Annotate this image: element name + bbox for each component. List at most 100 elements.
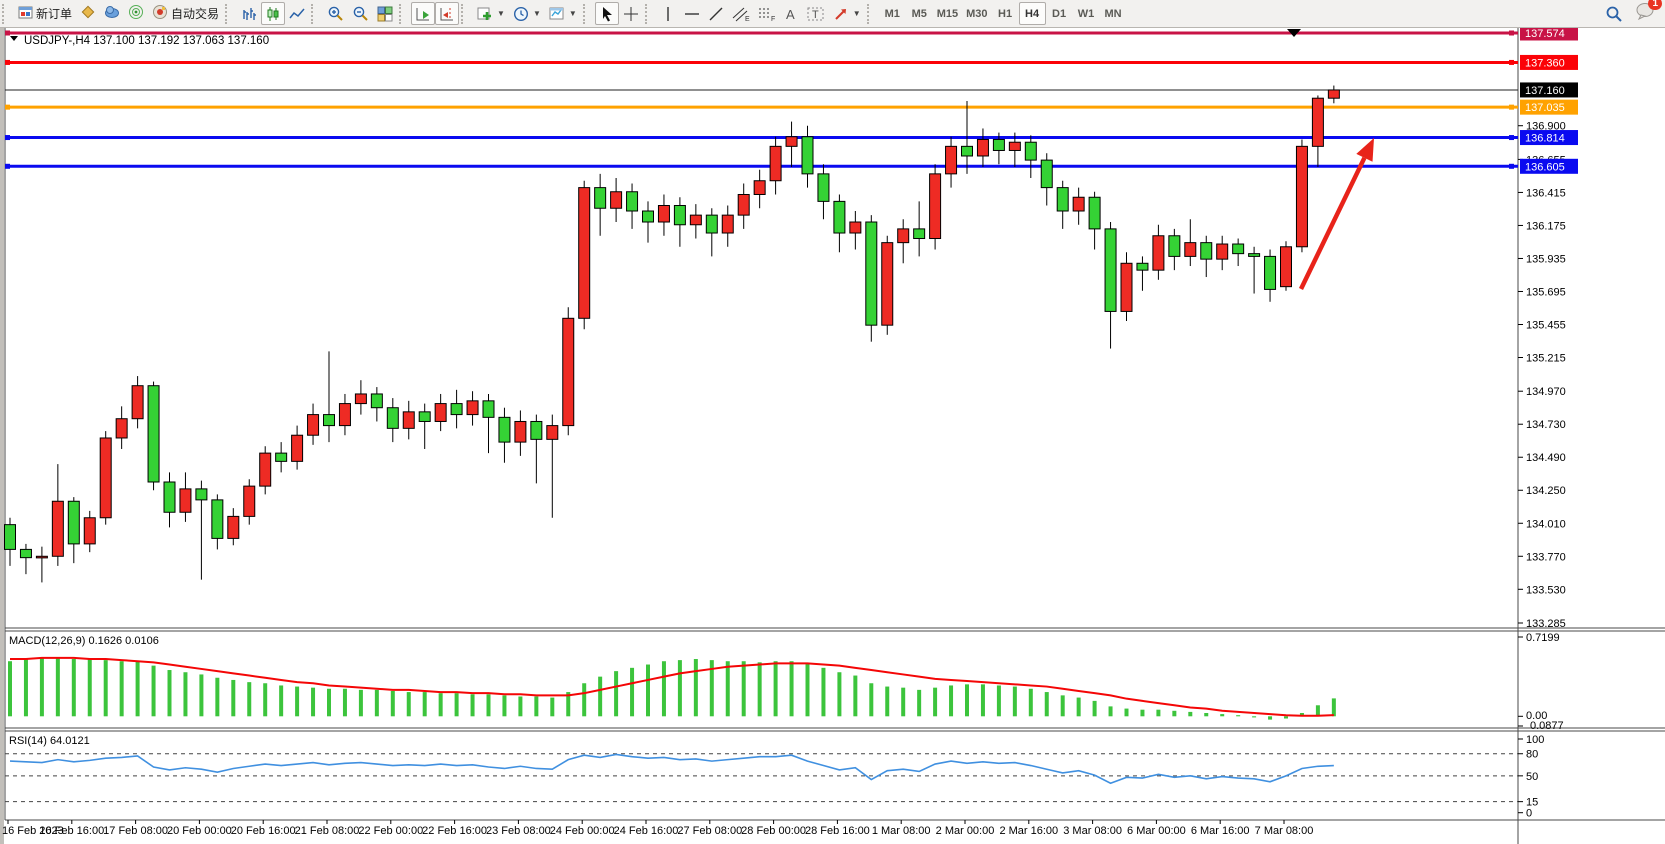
candlestick-chart-button[interactable] [261,2,286,25]
svg-text:100: 100 [1526,734,1544,746]
price-badges: 137.574 137.360 137.160 137.035 136.814 136.6… [1520,25,1578,174]
trendline-button[interactable] [704,2,728,25]
text-button[interactable]: A [780,2,803,25]
bar-chart-button[interactable] [237,2,261,25]
svg-text:24 Feb 16:00: 24 Feb 16:00 [614,825,679,837]
toolbar-grip[interactable] [399,3,407,24]
svg-text:22 Feb 16:00: 22 Feb 16:00 [422,825,487,837]
timeframe-d1-button[interactable]: D1 [1046,2,1073,25]
line-handle [5,163,10,169]
timeframe-mn-button[interactable]: MN [1100,2,1127,25]
dropdown-caret: ▼ [852,9,861,18]
svg-text:135.935: 135.935 [1526,253,1566,265]
svg-text:22 Feb 00:00: 22 Feb 00:00 [358,825,423,837]
zoom-in-button[interactable] [323,2,348,25]
svg-text:133.285: 133.285 [1526,618,1566,630]
svg-text:0.7199: 0.7199 [1526,632,1560,644]
notifications-button[interactable]: 1 [1635,0,1662,25]
templates-button[interactable]: ▼ [545,2,581,25]
periods-button[interactable]: ▼ [509,2,545,25]
down-triangle-marker[interactable] [1287,29,1301,37]
market-watch-button[interactable] [76,2,100,25]
svg-text:133.770: 133.770 [1526,551,1566,563]
indicators-button[interactable]: ▼ [473,2,509,25]
line-handle [1509,30,1514,36]
line-handle [1509,59,1514,65]
arrows-button[interactable]: ▼ [829,2,865,25]
toolbar-grip[interactable] [582,3,591,24]
crosshair-icon [623,6,638,21]
svg-text:135.695: 135.695 [1526,286,1566,298]
trade-group: 新订单 自动交易 [14,0,223,28]
navigator-button[interactable] [124,2,148,25]
timeframe-m5-button[interactable]: M5 [906,2,933,25]
timeframe-m30-button[interactable]: M30 [962,2,991,25]
line-handle [5,30,10,36]
equidistant-channel-button[interactable]: E [728,2,754,25]
scroll-group [411,0,460,28]
cursor-button[interactable] [594,2,619,25]
symbol-header: USDJPY-,H4 137.100 137.192 137.063 137.1… [10,35,269,47]
svg-text:21 Feb 08:00: 21 Feb 08:00 [295,825,360,837]
svg-text:137.035: 137.035 [1525,102,1565,114]
toolbar-grip[interactable] [2,3,10,24]
tile-windows-button[interactable] [373,2,397,25]
text-label-button[interactable]: T [803,2,829,25]
timeframe-m1-button[interactable]: M1 [879,2,906,25]
auto-scroll-button[interactable] [411,2,436,25]
toolbar-grip[interactable] [311,3,319,24]
templates-icon [549,7,564,19]
horizontal-line-button[interactable] [680,2,704,25]
dropdown-caret: ▼ [532,9,541,18]
svg-text:80: 80 [1526,749,1538,761]
svg-text:133.530: 133.530 [1526,584,1566,596]
svg-text:16 Feb 2023: 16 Feb 2023 [2,825,64,837]
bar-chart-icon [243,7,257,20]
chart-frame [0,28,1665,844]
svg-text:24 Feb 00:00: 24 Feb 00:00 [550,825,615,837]
vertical-line-button[interactable] [657,2,680,25]
svg-text:USDJPY-,H4 137.100 137.192 13: USDJPY-,H4 137.100 137.192 137.063 137.1… [24,35,269,47]
timeframe-h4-button[interactable]: H4 [1018,2,1046,25]
svg-text:23 Feb 08:00: 23 Feb 08:00 [486,825,551,837]
autotrading-button[interactable]: 自动交易 [148,2,223,25]
chart-window[interactable]: 16 Feb 2023 16 Feb 16:00 17 Feb 08:00 20 Fe… [0,25,1665,844]
data-window-button[interactable] [100,2,124,25]
new-order-icon [18,5,33,23]
svg-text:1 Mar 08:00: 1 Mar 08:00 [872,825,931,837]
chart-shift-button[interactable] [435,2,460,25]
macd-pane: MACD(12,26,9) 0.1626 0.0106 0.7199 0.000.0… [8,632,1564,732]
zoom-group [323,0,397,28]
toolbar-grip[interactable] [644,3,653,24]
toolbar-grip[interactable] [225,3,233,24]
timeframe-h1-button[interactable]: H1 [992,2,1019,25]
search-button[interactable] [1601,2,1627,25]
svg-text:7 Mar 08:00: 7 Mar 08:00 [1255,825,1314,837]
price-axis[interactable]: 136.900136.655136.415136.175135.935135.6… [1518,121,1566,630]
arrow-object-icon [835,8,846,20]
line-chart-button[interactable] [285,2,309,25]
zoom-out-button[interactable] [348,2,373,25]
toolbar-grip[interactable] [461,3,469,24]
toolbar-grip[interactable] [866,3,875,24]
svg-text:3 Mar 08:00: 3 Mar 08:00 [1063,825,1122,837]
svg-text:28 Feb 00:00: 28 Feb 00:00 [741,825,806,837]
timeframe-m15-button[interactable]: M15 [933,2,962,25]
svg-text:135.455: 135.455 [1526,319,1566,331]
new-order-button[interactable]: 新订单 [14,2,76,25]
svg-text:T: T [812,9,819,21]
fibonacci-button[interactable]: F [754,2,780,25]
text-label-icon: T [807,7,824,21]
toolbar-right-icons: 1 [1601,0,1662,25]
trend-arrow[interactable] [1298,138,1374,290]
gold-diamond-icon [80,4,96,23]
objects-group: ▼ ▼ ▼ [473,0,581,28]
horizontal-line-objects[interactable] [5,30,1518,169]
svg-text:135.215: 135.215 [1526,353,1566,365]
line-handle [5,135,10,141]
timeframe-w1-button[interactable]: W1 [1073,2,1100,25]
crosshair-button[interactable] [619,2,643,25]
candlestick-icon [267,6,279,21]
